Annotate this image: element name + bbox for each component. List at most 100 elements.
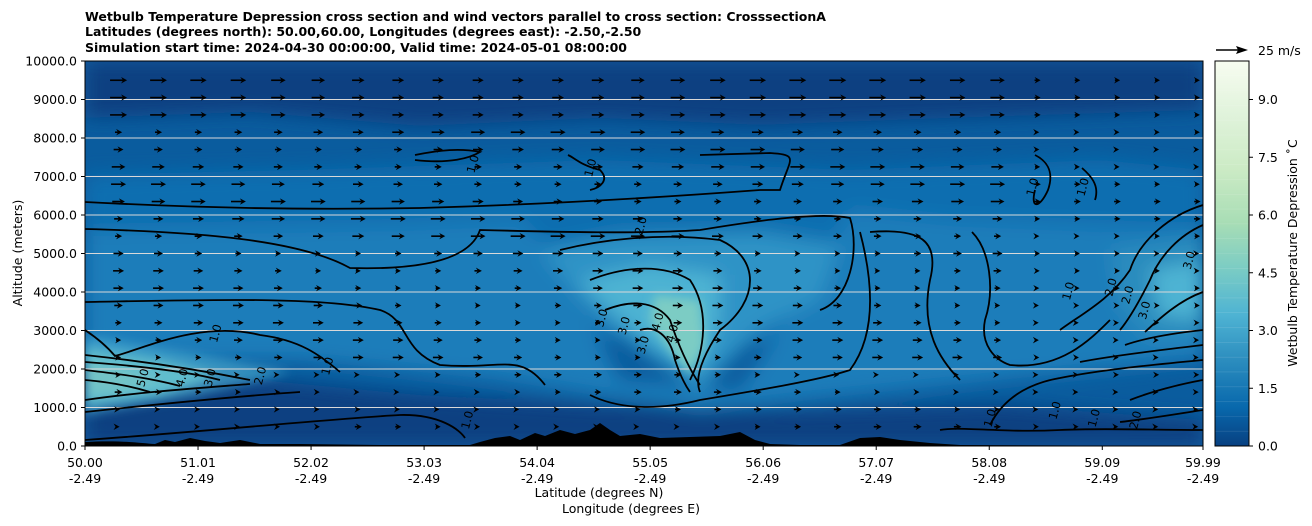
y-tick-label: 1000.0 [33,400,77,415]
wind-vector [1034,77,1041,84]
wind-vector [352,111,365,119]
wind-vector [1193,336,1200,344]
wind-vector [954,302,961,309]
wind-vector [151,198,166,205]
wind-vector [554,319,561,326]
wind-vector [230,77,247,84]
wind-vector [1034,181,1041,188]
wind-vector [114,215,124,223]
wind-vector [271,77,286,84]
wind-vector [271,94,286,101]
wind-vector [1074,77,1081,84]
wind-vector [512,94,524,101]
wind-vector [311,215,326,223]
wind-vector [633,250,643,257]
wind-vector [352,336,364,344]
wind-vector [352,232,365,240]
wind-vector [150,111,167,119]
wind-vector [912,371,919,378]
wind-vector [833,232,843,240]
wind-vector [113,284,124,292]
wind-vector [992,215,1003,223]
wind-vector [114,406,121,413]
wind-vector [354,267,361,275]
x-tick-label-lon: -2.49 [1187,471,1219,486]
wind-vector [714,198,722,205]
wind-vector [749,94,767,101]
wind-vector [1113,129,1120,136]
wind-vector [994,129,1002,136]
wind-vector [1114,77,1121,84]
colorbar-ticks: 0.0 1.5 3.0 4.5 6.0 7.5 9.0 [1249,92,1278,454]
wind-vector [794,267,801,275]
wind-vector [313,388,320,396]
wind-vector [554,388,561,396]
wind-vector [1153,371,1160,378]
wind-vector [1034,94,1041,101]
colorbar-gradient [1215,61,1249,446]
wind-vector [354,163,363,171]
wind-vector [909,94,926,101]
wind-vector [472,146,484,153]
x-axis: 50.00-2.4951.01-2.4952.02-2.4953.03-2.49… [67,446,1221,486]
wind-vector [514,388,521,396]
wind-vector [434,319,442,326]
wind-vector [832,336,844,344]
wind-vector [475,371,482,378]
wind-vector [553,284,563,292]
wind-vector [155,336,162,344]
quiver-key: 25 m/s [1216,43,1301,58]
wind-vector [793,284,802,292]
wind-vector [594,371,603,378]
wind-vector [1113,232,1120,240]
wind-vector [712,302,724,309]
wind-vector [233,319,244,326]
wind-vector [513,198,524,205]
wind-vector [674,388,682,396]
colorbar-tick-label: 9.0 [1258,92,1278,107]
wind-vector [633,302,643,309]
wind-vector [434,250,443,257]
wind-vector [793,198,802,205]
wind-vector [275,250,282,257]
wind-vector [671,232,685,240]
wind-vector [352,181,364,188]
wind-vector [754,406,762,413]
wind-vector [1192,354,1199,361]
wind-vector [394,146,403,153]
wind-vector [1114,215,1121,223]
wind-vector [154,232,163,240]
wind-vector [514,181,522,188]
y-tick-label: 4000.0 [33,285,77,300]
x-axis-label-longitude: Longitude (degrees E) [562,501,700,516]
wind-vector [952,354,963,361]
wind-vector [354,423,362,430]
wind-vector [1193,111,1200,119]
contour-label: 2.0 [1118,284,1136,305]
wind-vector [874,302,882,309]
wind-vector [870,181,885,188]
wind-vector [194,232,203,240]
wind-vector [794,250,801,257]
wind-vector [554,302,562,309]
wind-vector [750,146,766,153]
wind-vector [1112,423,1119,430]
contour-label: 3.0 [1135,300,1153,321]
wind-vector [1112,319,1119,326]
wind-vector [950,163,965,171]
wind-vector [594,198,602,205]
wind-vector [1154,181,1161,188]
contour-label: 3.0 [592,307,610,328]
wind-vector [990,181,1006,188]
wind-vector [474,163,482,171]
wind-vector [234,423,241,430]
wind-vector [352,94,365,101]
wind-vector [792,129,804,136]
wind-vector [313,423,320,430]
wind-vector [470,232,486,240]
wind-vector [831,181,845,188]
wind-vector [1073,232,1080,240]
wind-vector [869,77,887,84]
wind-vector [671,129,685,136]
wind-vector [913,388,920,396]
